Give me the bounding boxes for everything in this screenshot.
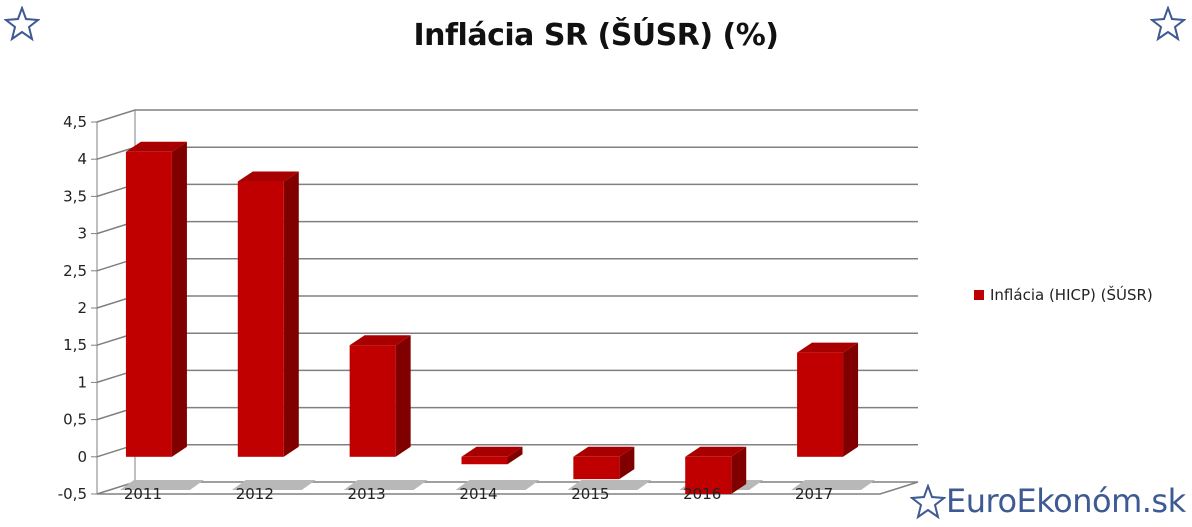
- bar-top: [461, 446, 523, 457]
- bar-side: [731, 446, 747, 494]
- y-tick-label: 2: [77, 299, 87, 317]
- legend-label: Inflácia (HICP) (ŠÚSR): [990, 286, 1153, 304]
- x-tick-label: 2012: [236, 485, 274, 503]
- bar-2017: [797, 342, 859, 457]
- bar-floor-shadow: [567, 480, 652, 490]
- gridline: [96, 258, 918, 272]
- bar-top: [573, 446, 635, 457]
- bar-side: [619, 446, 635, 480]
- star-outline-icon: [4, 6, 40, 42]
- x-tick-labels: 2011 2012 2013 2014 2015 2016 2017: [124, 485, 833, 503]
- gridline: [96, 406, 918, 421]
- y-tick-label: -0,5: [58, 485, 87, 503]
- bar-top: [237, 171, 299, 182]
- legend-swatch: [974, 290, 984, 300]
- x-tick-label: 2014: [459, 485, 497, 503]
- bar-floor-shadow: [791, 480, 876, 490]
- y-tick-label: 4,5: [63, 113, 87, 131]
- y-tick-label: 1,5: [63, 336, 87, 354]
- brand-star-icon: [910, 484, 946, 520]
- bar-floor-shadow: [343, 480, 428, 490]
- x-tick-label: 2015: [571, 485, 609, 503]
- gridline: [96, 146, 918, 160]
- bar-2013: [349, 335, 411, 457]
- bar-front: [237, 181, 284, 457]
- y-tick-label: 3: [77, 225, 87, 243]
- x-tick-label: 2013: [348, 485, 386, 503]
- y-tick-label: 0,5: [63, 411, 87, 429]
- bar-floor-shadow: [119, 480, 204, 490]
- bar-2015: [573, 446, 635, 480]
- brand-logo-text: EuroEkonóm.sk: [946, 482, 1186, 520]
- bar-side: [283, 171, 299, 457]
- bar-floor-shadow: [231, 480, 316, 490]
- bar-front: [573, 456, 620, 480]
- bar-top: [125, 141, 187, 152]
- bar-front: [125, 151, 172, 457]
- bar-side: [395, 335, 411, 457]
- bar-front: [349, 345, 396, 457]
- grid-layer: [91, 109, 919, 495]
- bar-front: [797, 352, 844, 457]
- bar-front: [461, 456, 508, 465]
- bar-top: [797, 342, 859, 353]
- gridline: [96, 220, 918, 235]
- x-tick-label: 2016: [683, 485, 721, 503]
- bar-2016: [685, 446, 747, 494]
- gridline: [96, 369, 918, 384]
- star-outline-icon: [1150, 6, 1186, 42]
- bar-side: [507, 446, 523, 465]
- bar-top: [349, 335, 411, 346]
- bar-top: [685, 446, 747, 457]
- y-tick-label: 4: [77, 150, 87, 168]
- legend: Inflácia (HICP) (ŠÚSR): [974, 286, 1153, 304]
- bar-2014: [461, 446, 523, 465]
- bar-layer: [119, 141, 876, 494]
- gridline: [96, 332, 918, 346]
- y-tick-labels: -0,5 0 0,5 1 1,5 2 2,5 3 3,5 4 4,5: [58, 113, 87, 503]
- x-tick-label: 2017: [795, 485, 833, 503]
- gridline: [96, 183, 918, 198]
- bar-side: [171, 141, 187, 457]
- y-tick-label: 1: [77, 373, 87, 391]
- gridline: [96, 109, 918, 123]
- gridline: [96, 295, 918, 309]
- y-tick-label: 2,5: [63, 262, 87, 280]
- bar-floor-shadow: [455, 480, 540, 490]
- chart-title: Inflácia SR (ŠÚSR) (%): [413, 18, 779, 53]
- bar-front: [685, 456, 732, 494]
- x-tick-label: 2011: [124, 485, 162, 503]
- bar-2011: [125, 141, 187, 457]
- bar-2012: [237, 171, 299, 457]
- bar-side: [843, 342, 859, 457]
- y-tick-label: 3,5: [63, 187, 87, 205]
- y-tick-label: 0: [77, 448, 87, 466]
